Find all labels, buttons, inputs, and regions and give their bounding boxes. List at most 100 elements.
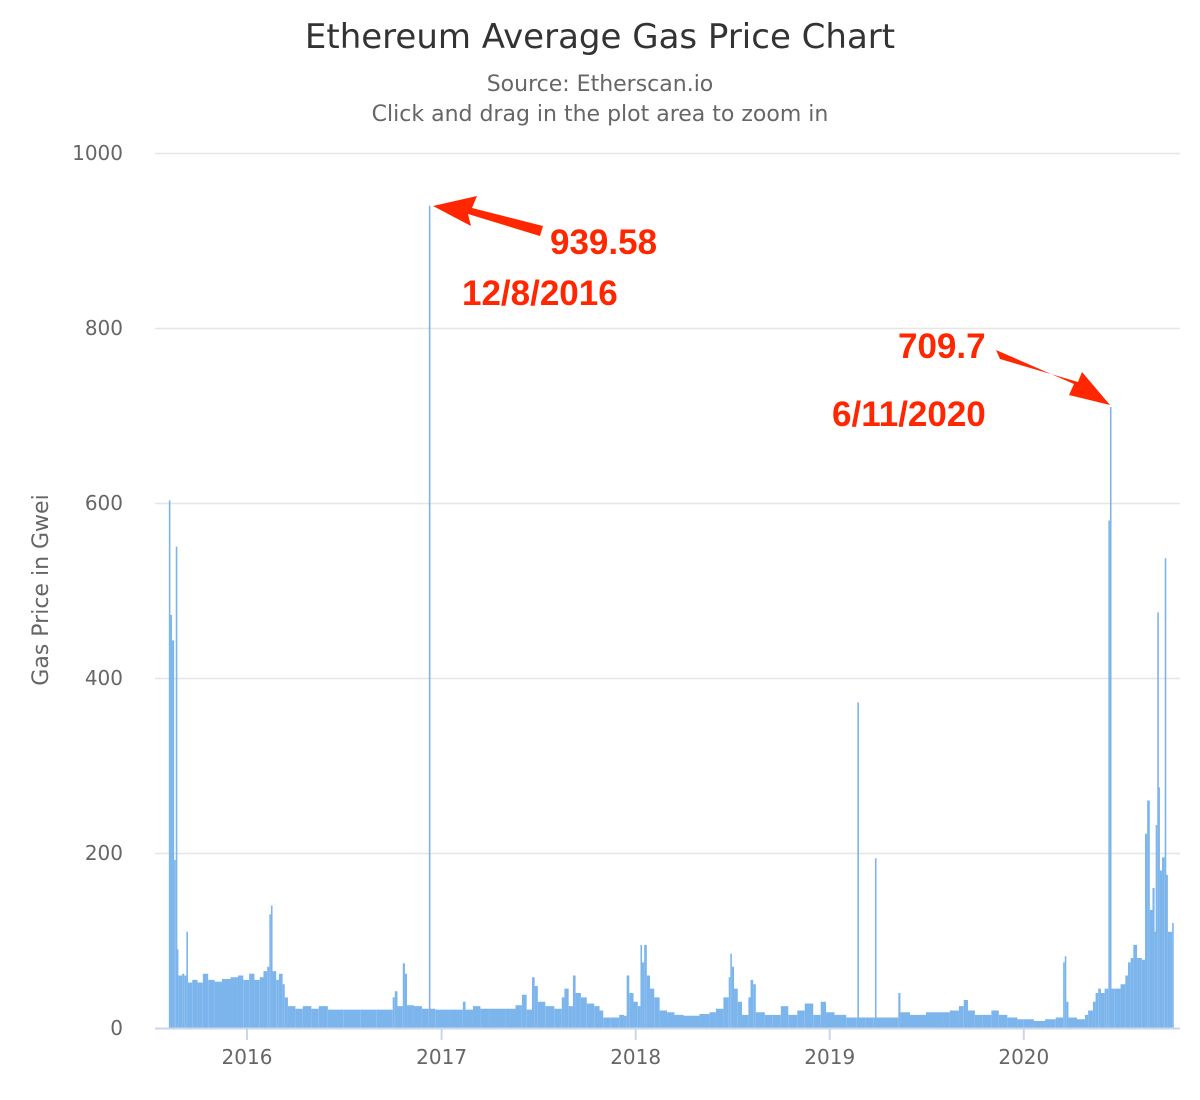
bar[interactable] — [295, 1008, 303, 1028]
bar[interactable] — [287, 1006, 296, 1029]
bar[interactable] — [1149, 909, 1153, 1029]
bar[interactable] — [788, 1014, 798, 1029]
bar[interactable] — [222, 979, 231, 1028]
bar[interactable] — [603, 1017, 611, 1029]
bar[interactable] — [942, 1012, 950, 1028]
bar[interactable] — [737, 1001, 742, 1028]
bar[interactable] — [742, 1014, 749, 1029]
bar[interactable] — [1147, 800, 1150, 1029]
bar[interactable] — [599, 1010, 604, 1029]
bar[interactable] — [834, 1014, 847, 1029]
bar[interactable] — [534, 986, 538, 1028]
bar[interactable] — [764, 1014, 773, 1029]
bar[interactable] — [270, 905, 273, 1029]
bar[interactable] — [1055, 1017, 1061, 1029]
bar[interactable] — [521, 994, 527, 1028]
bar[interactable] — [1159, 870, 1163, 1029]
bar[interactable] — [1125, 975, 1129, 1029]
bar[interactable] — [846, 1017, 857, 1029]
bar[interactable] — [1098, 988, 1101, 1029]
bar[interactable] — [568, 1006, 573, 1029]
bar[interactable] — [202, 973, 209, 1028]
bar[interactable] — [376, 1009, 390, 1029]
bar[interactable] — [865, 1017, 874, 1029]
bar[interactable] — [1152, 888, 1155, 1028]
bar[interactable] — [259, 977, 264, 1028]
bar[interactable] — [343, 1009, 361, 1029]
bar[interactable] — [276, 979, 279, 1029]
bar[interactable] — [1066, 1001, 1069, 1028]
bar[interactable] — [900, 1012, 911, 1028]
bar[interactable] — [1108, 520, 1110, 1029]
bar[interactable] — [561, 997, 565, 1029]
bar[interactable] — [1162, 857, 1165, 1029]
bar[interactable] — [564, 988, 569, 1029]
bar[interactable] — [429, 1008, 436, 1028]
bar[interactable] — [394, 991, 398, 1028]
bar[interactable] — [858, 1017, 866, 1029]
bar[interactable] — [472, 1006, 481, 1029]
bar[interactable] — [644, 944, 647, 1029]
bar[interactable] — [278, 973, 283, 1028]
bar[interactable] — [772, 1014, 781, 1029]
bar[interactable] — [874, 858, 877, 1028]
bar[interactable] — [1088, 1010, 1093, 1029]
bar[interactable] — [633, 1001, 638, 1028]
bar[interactable] — [626, 975, 630, 1029]
bar[interactable] — [1110, 988, 1115, 1029]
bar[interactable] — [531, 977, 535, 1028]
bar[interactable] — [175, 546, 178, 1028]
bar[interactable] — [619, 1014, 624, 1029]
bar[interactable] — [755, 1012, 765, 1028]
bar[interactable] — [187, 982, 193, 1029]
bar[interactable] — [1157, 612, 1159, 1029]
bar[interactable] — [748, 997, 751, 1029]
bar[interactable] — [709, 1012, 716, 1028]
bar[interactable] — [1109, 407, 1112, 1028]
bar[interactable] — [249, 973, 255, 1028]
bar[interactable] — [820, 1001, 827, 1028]
bar[interactable] — [594, 1006, 600, 1029]
bar[interactable] — [1017, 1019, 1024, 1028]
bar[interactable] — [1167, 931, 1171, 1028]
bar[interactable] — [893, 1017, 899, 1029]
bar[interactable] — [505, 1008, 516, 1028]
bar[interactable] — [1172, 923, 1174, 1028]
bar[interactable] — [728, 977, 731, 1028]
bar[interactable] — [402, 963, 405, 1028]
bar[interactable] — [1120, 984, 1126, 1028]
bar[interactable] — [311, 1008, 319, 1028]
bar[interactable] — [197, 982, 203, 1029]
bar[interactable] — [1154, 931, 1157, 1028]
bar[interactable] — [413, 1006, 422, 1029]
bar[interactable] — [282, 984, 285, 1028]
bar[interactable] — [1076, 1019, 1085, 1028]
bar[interactable] — [1145, 833, 1148, 1028]
bar[interactable] — [1095, 993, 1099, 1028]
bar[interactable] — [407, 1005, 414, 1028]
bar[interactable] — [1060, 1017, 1064, 1029]
bar[interactable] — [462, 1001, 466, 1028]
bar[interactable] — [674, 1014, 684, 1029]
bar[interactable] — [723, 997, 729, 1029]
bar[interactable] — [318, 1006, 328, 1029]
bar[interactable] — [254, 979, 260, 1029]
bar[interactable] — [302, 1006, 312, 1029]
bar[interactable] — [730, 953, 732, 1029]
bar[interactable] — [489, 1008, 506, 1028]
bar[interactable] — [537, 1001, 546, 1028]
bar[interactable] — [683, 1015, 700, 1028]
bar[interactable] — [629, 993, 634, 1028]
bar[interactable] — [435, 1009, 450, 1029]
bar[interactable] — [172, 640, 175, 1029]
bar[interactable] — [572, 975, 576, 1029]
bar[interactable] — [734, 988, 738, 1029]
bar[interactable] — [214, 981, 223, 1029]
bar[interactable] — [780, 1006, 789, 1029]
bar[interactable] — [974, 1014, 983, 1029]
bar[interactable] — [404, 973, 408, 1028]
bar[interactable] — [192, 979, 198, 1029]
bar[interactable] — [1155, 825, 1158, 1028]
bar[interactable] — [1165, 874, 1168, 1029]
bar[interactable] — [640, 944, 643, 1029]
